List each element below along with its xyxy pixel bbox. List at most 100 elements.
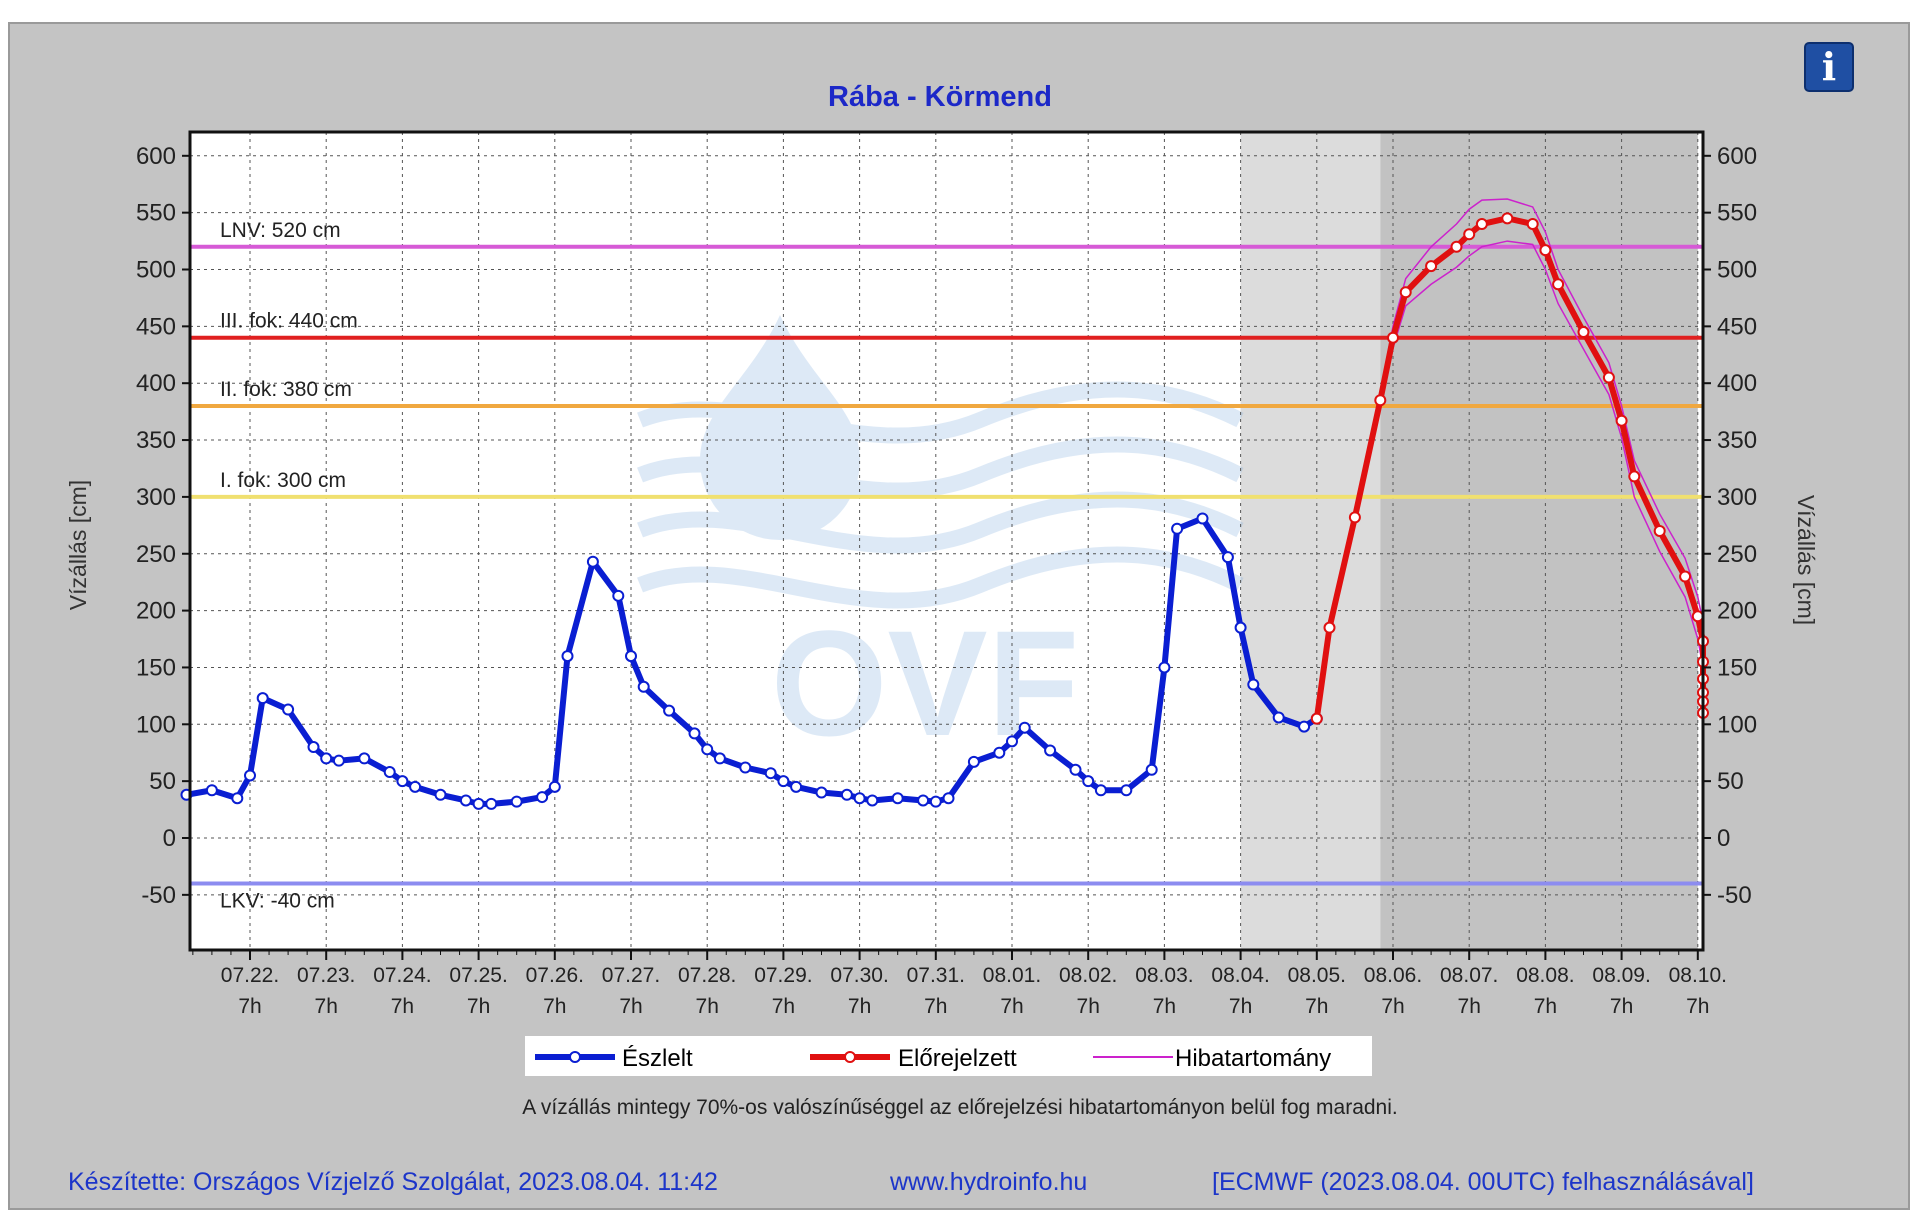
info-icon[interactable]: i: [1804, 42, 1854, 92]
threshold-label: LNV: 520 cm: [220, 219, 341, 242]
observed-point: [1171, 522, 1184, 535]
x-tick-label-hour: 7h: [619, 995, 642, 1018]
forecast-point: [1348, 511, 1361, 524]
observed-point: [764, 767, 777, 780]
observed-point: [383, 766, 396, 779]
ovf-watermark: OVF: [637, 315, 1244, 767]
forecast-point: [1450, 240, 1463, 253]
y-tick-label-right: -50: [1717, 882, 1752, 909]
observed-point: [853, 792, 866, 805]
observed-point: [815, 786, 828, 799]
observed-point: [967, 755, 980, 768]
observed-point: [688, 727, 701, 740]
forecast-point: [1691, 610, 1704, 623]
x-tick-label-hour: 7h: [1229, 995, 1252, 1018]
observed-point: [472, 797, 485, 810]
observed-point: [434, 788, 447, 801]
wave-0: [637, 381, 1244, 444]
threshold-label: LKV: -40 cm: [220, 889, 335, 912]
y-tick-label-left: 300: [136, 484, 176, 511]
observed-point: [548, 780, 561, 793]
threshold-label: II. fok: 380 cm: [220, 378, 352, 401]
y-tick-label-left: 150: [136, 654, 176, 681]
y-tick-label-right: 300: [1717, 484, 1757, 511]
forecast-point: [1628, 470, 1641, 483]
observed-point: [1247, 678, 1260, 691]
observed-point: [777, 775, 790, 788]
observed-point: [993, 746, 1006, 759]
observed-point: [701, 743, 714, 756]
observed-point: [256, 692, 269, 705]
observed-point: [625, 650, 637, 663]
watermark-text: OVF: [771, 599, 1079, 767]
x-tick-label-date: 08.03.: [1135, 964, 1193, 987]
y-tick-label-right: 0: [1717, 825, 1730, 852]
shaded-region-0: [1240, 132, 1381, 950]
x-tick-label-date: 08.08.: [1516, 964, 1574, 987]
observed-point: [929, 795, 942, 808]
x-tick-label-date: 07.30.: [830, 964, 888, 987]
forecast-point: [1463, 228, 1476, 241]
x-tick-label-hour: 7h: [1077, 995, 1100, 1018]
watermark-group: OVF: [637, 315, 1244, 767]
y-tick-label-left: 500: [136, 257, 176, 284]
wave-2: [637, 491, 1244, 554]
observed-point: [561, 650, 574, 663]
x-tick-label-hour: 7h: [238, 995, 261, 1018]
x-tick-label-hour: 7h: [467, 995, 490, 1018]
y-tick-label-right: 600: [1717, 143, 1757, 170]
observed-point: [891, 792, 904, 805]
observed-point: [1158, 661, 1171, 674]
x-tick-label-date: 07.27.: [602, 964, 660, 987]
x-tick-label-hour: 7h: [1458, 995, 1481, 1018]
y-tick-label-right: 550: [1717, 200, 1757, 227]
forecast-point: [1387, 331, 1399, 344]
x-tick-label-date: 07.28.: [678, 964, 736, 987]
observed-point: [1082, 775, 1095, 788]
x-tick-label-hour: 7h: [1381, 995, 1404, 1018]
y-tick-label-right: 50: [1717, 768, 1744, 795]
observed-point: [1069, 763, 1082, 776]
x-tick-label-date: 08.10.: [1669, 964, 1727, 987]
y-tick-label-right: 400: [1717, 370, 1757, 397]
chart-title: Rába - Körmend: [828, 81, 1052, 113]
y-tick-label-left: 450: [136, 313, 176, 340]
observed-point: [637, 680, 650, 693]
wave-1: [637, 436, 1244, 499]
y-tick-label-left: 250: [136, 541, 176, 568]
observed-point: [1196, 512, 1209, 525]
x-tick-label-date: 08.07.: [1440, 964, 1498, 987]
forecast-point: [1653, 525, 1666, 538]
x-tick-label-date: 07.23.: [297, 964, 355, 987]
footer-website-link[interactable]: www.hydroinfo.hu: [890, 1168, 1088, 1196]
forecast-point: [1399, 286, 1412, 299]
observed-point: [396, 775, 409, 788]
forecast-point: [1323, 621, 1336, 634]
forecast-point: [1552, 278, 1565, 291]
x-tick-label-date: 07.26.: [526, 964, 584, 987]
forecast-point: [1526, 218, 1539, 231]
y-tick-label-left: 0: [163, 825, 176, 852]
y-tick-label-left: 100: [136, 711, 176, 738]
x-tick-label-date: 07.25.: [449, 964, 507, 987]
probability-note: A vízállás mintegy 70%-os valószínűségge…: [522, 1096, 1398, 1119]
x-tick-label-hour: 7h: [1153, 995, 1176, 1018]
observed-point: [1018, 721, 1031, 734]
observed-point: [332, 754, 345, 767]
x-tick-label-hour: 7h: [772, 995, 795, 1018]
y-tick-label-right: 450: [1717, 313, 1757, 340]
forecast-point: [1539, 244, 1552, 257]
legend-marker-0: [569, 1051, 581, 1063]
x-tick-label-hour: 7h: [315, 995, 338, 1018]
observed-point: [1145, 763, 1158, 776]
y-tick-label-right: 250: [1717, 541, 1757, 568]
legend-label-2: Hibatartomány: [1175, 1045, 1331, 1072]
y-tick-label-left: 550: [136, 200, 176, 227]
y-tick-label-right: 350: [1717, 427, 1757, 454]
x-tick-label-hour: 7h: [848, 995, 871, 1018]
observed-point: [485, 797, 498, 810]
observed-point: [1120, 784, 1133, 797]
observed-point: [1234, 621, 1247, 634]
x-tick-label-date: 08.01.: [983, 964, 1041, 987]
observed-point: [244, 769, 256, 782]
